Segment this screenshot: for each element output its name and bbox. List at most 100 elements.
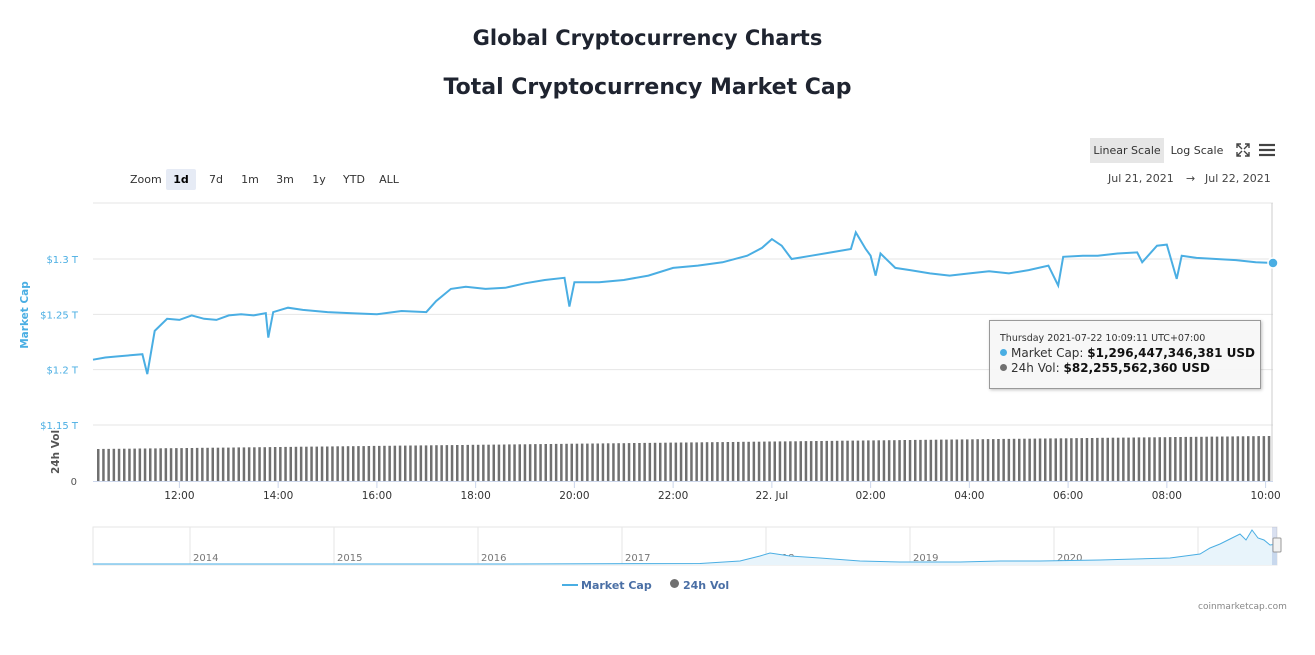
x-tick-label: 12:00: [164, 490, 194, 502]
zoom-1y-button[interactable]: 1y: [312, 173, 326, 186]
volume-bar: [482, 444, 485, 481]
zoom-all-button[interactable]: ALL: [379, 173, 399, 186]
zoom-ytd-button[interactable]: YTD: [343, 173, 365, 186]
volume-bar: [476, 444, 480, 481]
y-tick-label: $1.25 T: [40, 310, 79, 321]
volume-bar: [612, 443, 615, 481]
volume-bar: [799, 441, 802, 481]
volume-bar: [685, 442, 688, 481]
volume-bar: [185, 448, 188, 481]
volume-bar: [622, 443, 626, 481]
volume-bar: [492, 444, 495, 481]
y-tick-label: $1.3 T: [46, 255, 78, 266]
volume-bar: [273, 447, 277, 481]
volume-bar: [1168, 437, 1172, 481]
volume-bar: [544, 444, 547, 481]
linear-scale-button[interactable]: Linear Scale: [1090, 138, 1164, 163]
zoom-7d-button[interactable]: 7d: [209, 173, 223, 186]
volume-bar: [247, 447, 251, 481]
volume-bar: [752, 441, 756, 481]
volume-bar: [378, 445, 381, 481]
range-to[interactable]: Jul 22, 2021: [1205, 172, 1271, 185]
volume-bar: [851, 440, 854, 481]
volume-bar: [1075, 438, 1078, 481]
y-axis-title: Market Cap: [19, 281, 31, 349]
volume-bar: [966, 439, 969, 481]
volume-bar: [513, 444, 516, 481]
legend-volume[interactable]: 24h Vol: [670, 579, 729, 592]
volume-bar: [1080, 438, 1083, 481]
menu-icon[interactable]: [1257, 140, 1277, 160]
volume-bar: [1101, 437, 1104, 481]
zoom-1d-button[interactable]: 1d: [166, 169, 196, 190]
volume-bar: [461, 445, 464, 481]
volume-bar: [508, 444, 511, 481]
volume-bar: [1174, 437, 1177, 481]
tooltip-market-cap-row: Market Cap: $1,296,447,346,381 USD: [1000, 346, 1255, 360]
volume-bar: [1241, 436, 1245, 481]
volume-bar: [669, 442, 672, 481]
volume-bar: [643, 442, 646, 481]
volume-bar: [154, 448, 157, 481]
navigator-line: [93, 529, 1278, 565]
navigator-tick-label: 2014: [193, 553, 218, 564]
volume-bar: [242, 447, 246, 481]
legend-market-cap[interactable]: Market Cap: [562, 579, 652, 592]
volume-bar: [882, 440, 886, 481]
volume-bar: [414, 445, 417, 481]
fullscreen-icon[interactable]: [1233, 140, 1253, 160]
volume-bar: [971, 439, 974, 481]
volume-bar: [679, 442, 683, 481]
tooltip-market-cap-label: Market Cap:: [1011, 346, 1084, 360]
x-tick-label: 16:00: [362, 490, 392, 502]
zoom-1m-button[interactable]: 1m: [241, 173, 259, 186]
log-scale-button[interactable]: Log Scale: [1170, 144, 1224, 157]
volume-bar: [404, 445, 407, 481]
volume-bar: [440, 445, 443, 481]
volume-bar: [534, 444, 537, 481]
tooltip-volume-row: 24h Vol: $82,255,562,360 USD: [1000, 361, 1210, 375]
volume-bar: [1090, 438, 1094, 481]
volume-bar: [497, 444, 501, 481]
volume-bar: [341, 446, 345, 481]
volume-bar: [1262, 436, 1266, 481]
volume-bar: [976, 439, 979, 481]
volume-bar: [393, 445, 397, 481]
volume-bar: [934, 439, 938, 481]
market-cap-dot-icon: [1000, 349, 1007, 356]
volume-bar: [757, 441, 761, 481]
volume-bar: [149, 448, 152, 481]
volume-bar: [554, 443, 558, 481]
navigator-handle[interactable]: [1272, 537, 1282, 553]
volume-bar: [1137, 437, 1141, 481]
volume-bar: [424, 445, 428, 481]
chart-title: Total Cryptocurrency Market Cap: [443, 75, 852, 100]
volume-bar: [523, 444, 527, 481]
volume-bar: [216, 447, 220, 481]
volume-bar: [783, 441, 787, 481]
volume-bar: [794, 441, 797, 481]
volume-bar: [721, 442, 724, 481]
volume-bar: [986, 439, 990, 481]
volume-bar: [617, 443, 620, 481]
volume-bar: [960, 439, 964, 481]
volume-bar: [981, 439, 985, 481]
volume-bar: [997, 439, 1000, 481]
volume-bar: [352, 446, 355, 481]
volume-bar: [742, 441, 745, 481]
volume-bar: [1247, 436, 1250, 481]
volume-bar: [898, 440, 901, 481]
volume-bar: [778, 441, 782, 481]
volume-bar: [1007, 438, 1011, 481]
volume-bar: [1059, 438, 1063, 481]
volume-bar: [1210, 436, 1214, 481]
volume-bar: [320, 446, 324, 481]
zoom-3m-button[interactable]: 3m: [276, 173, 294, 186]
volume-bar: [1023, 438, 1026, 481]
credits-link[interactable]: coinmarketcap.com: [1198, 602, 1287, 612]
volume-bar: [1205, 436, 1208, 481]
x-tick-label: 08:00: [1152, 490, 1182, 502]
range-from[interactable]: Jul 21, 2021: [1108, 172, 1174, 185]
volume-bar: [716, 442, 719, 481]
